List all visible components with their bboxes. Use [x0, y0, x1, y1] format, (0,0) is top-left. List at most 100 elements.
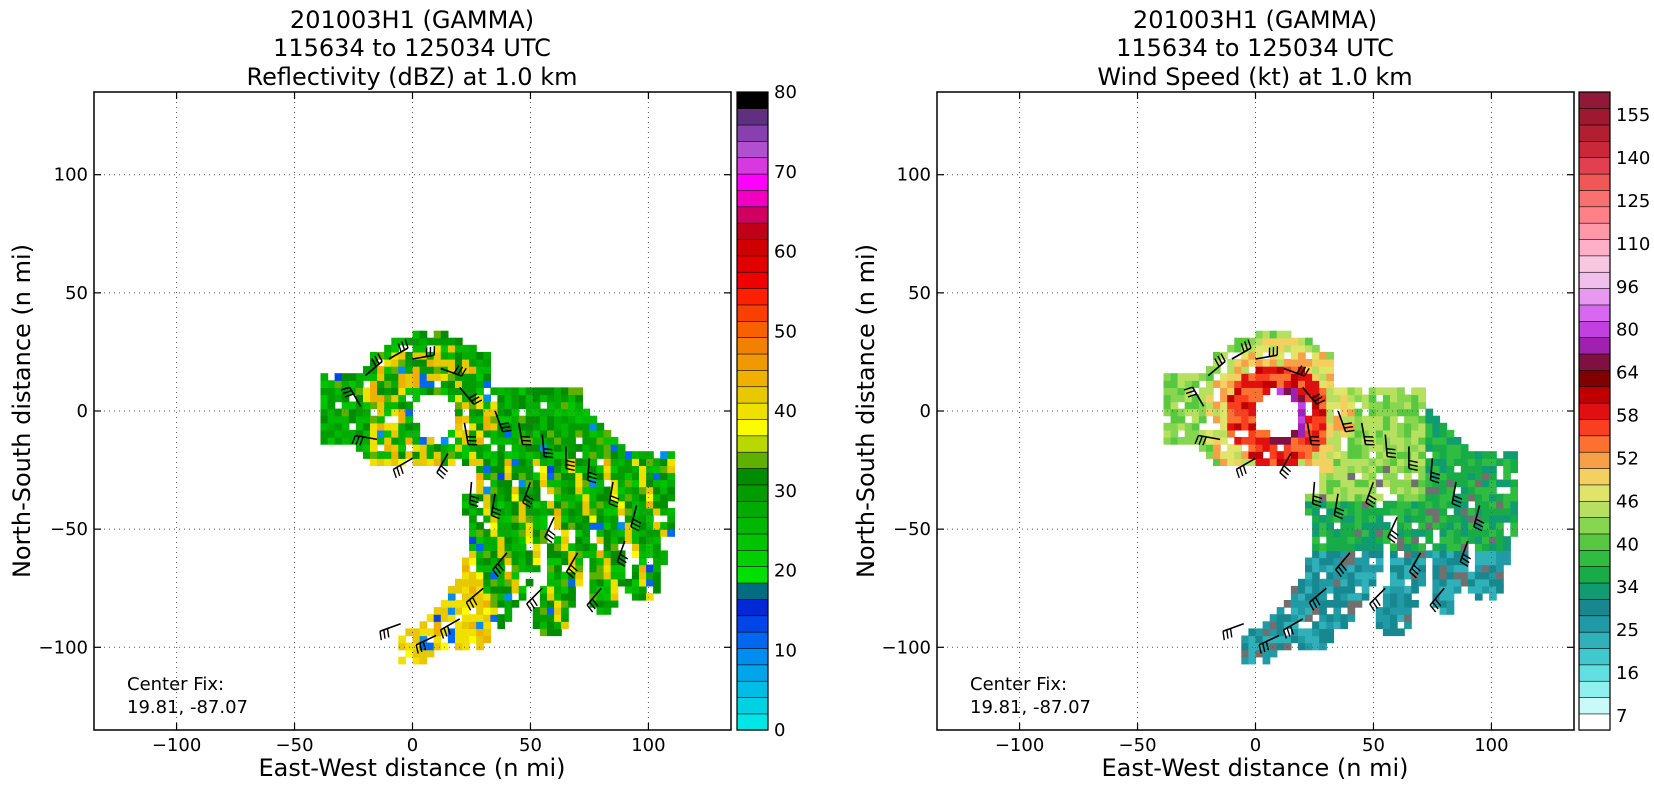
colorbar-segment [736, 157, 769, 175]
field-cell [610, 564, 619, 573]
field-cell [1467, 529, 1476, 537]
field-cell [1248, 408, 1257, 417]
field-cell [660, 557, 668, 566]
field-cell [455, 444, 463, 452]
x-tick-label: 100 [631, 735, 665, 756]
field-cell [497, 415, 506, 424]
field-cell [1411, 486, 1419, 495]
field-cell [1326, 458, 1334, 466]
field-cell [1213, 380, 1221, 388]
y-tick-label: 50 [65, 283, 88, 304]
wind-barb-shaft [440, 618, 461, 631]
field-cell [653, 507, 661, 516]
field-cell [1290, 621, 1299, 629]
field-cell [1255, 444, 1264, 452]
field-cell [518, 507, 527, 516]
field-cell [596, 500, 605, 509]
field-cell [547, 592, 555, 601]
field-cell [1319, 451, 1327, 459]
field-cell [1460, 458, 1469, 466]
field-cell [1319, 387, 1327, 396]
field-cell [1312, 628, 1320, 637]
field-cell [1418, 529, 1426, 537]
field-cell [1411, 564, 1419, 573]
field-cell [1361, 529, 1370, 537]
y-tick-label: 100 [54, 165, 88, 186]
field-cell [1361, 493, 1370, 502]
field-cell [1418, 394, 1426, 403]
field-cell [1460, 529, 1469, 537]
field-cell [504, 592, 513, 601]
field-cell [610, 437, 619, 445]
wind-barb-flag [1214, 358, 1220, 367]
colorbar-segment [1578, 206, 1611, 224]
wind-barb-flag [1430, 479, 1440, 484]
field-cell [1361, 564, 1370, 573]
wind-barb-flag [1247, 339, 1252, 349]
field-cell [462, 493, 470, 502]
field-cell [384, 344, 392, 353]
field-cell [483, 451, 491, 459]
field-cell [1453, 444, 1462, 452]
field-cell [419, 444, 428, 452]
field-cell [1418, 429, 1426, 438]
field-cell [1404, 529, 1412, 537]
wind-barb-flag [1337, 566, 1345, 575]
field-cell [1170, 437, 1179, 445]
field-cell [660, 486, 668, 495]
field-cell [462, 380, 470, 388]
field-cell [1375, 444, 1384, 452]
field-cell [405, 387, 414, 396]
field-cell [596, 522, 605, 530]
field-cell [327, 408, 336, 417]
field-cell [1432, 578, 1441, 587]
field-cell [405, 337, 414, 346]
field-cell [1298, 401, 1306, 410]
colorbar-segment [736, 255, 769, 273]
field-cell [610, 444, 619, 452]
field-cell [518, 592, 527, 601]
field-cell [483, 493, 491, 502]
field-cell [1312, 394, 1320, 403]
field-cell [1319, 635, 1327, 644]
field-cell [363, 415, 371, 424]
field-cell [440, 614, 449, 622]
wind-barb-flag [438, 468, 447, 476]
field-cell [575, 529, 583, 537]
y-tick-label: −100 [882, 637, 931, 658]
field-cell [1305, 607, 1313, 615]
field-cell [384, 359, 392, 367]
wind-barb-flag [342, 390, 352, 395]
field-cell [504, 437, 513, 445]
field-cell [1276, 380, 1285, 388]
field-cell [1375, 493, 1384, 502]
field-cell [447, 614, 456, 622]
field-cell [1489, 578, 1497, 587]
field-cell [497, 387, 506, 396]
field-cell [1213, 451, 1221, 459]
wind-barb-flag [1314, 596, 1321, 606]
field-cell [1446, 472, 1455, 481]
field-cell [1177, 380, 1186, 388]
field-cell [1446, 550, 1455, 559]
field-cell [1496, 564, 1504, 573]
field-cell [476, 351, 484, 360]
field-cell [582, 515, 591, 523]
field-cell [1425, 529, 1434, 537]
field-cell [1474, 564, 1483, 573]
field-cell [561, 437, 569, 445]
field-cell [617, 536, 626, 544]
field-cell [490, 500, 499, 509]
field-cell [596, 557, 605, 566]
field-cell [1234, 387, 1242, 396]
wind-barb-flag [1258, 644, 1262, 654]
wind-barb-flag [340, 386, 350, 391]
field-cell [631, 451, 640, 459]
wind-barb-flag [1335, 569, 1342, 578]
field-cell [660, 472, 668, 481]
wind-barb-flag [415, 644, 419, 654]
field-cell [1460, 451, 1469, 459]
field-cell [1333, 401, 1342, 410]
